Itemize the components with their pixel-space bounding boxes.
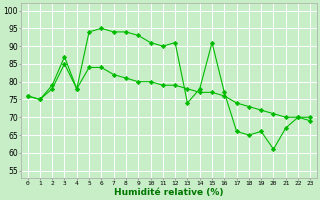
X-axis label: Humidité relative (%): Humidité relative (%) [114, 188, 224, 197]
